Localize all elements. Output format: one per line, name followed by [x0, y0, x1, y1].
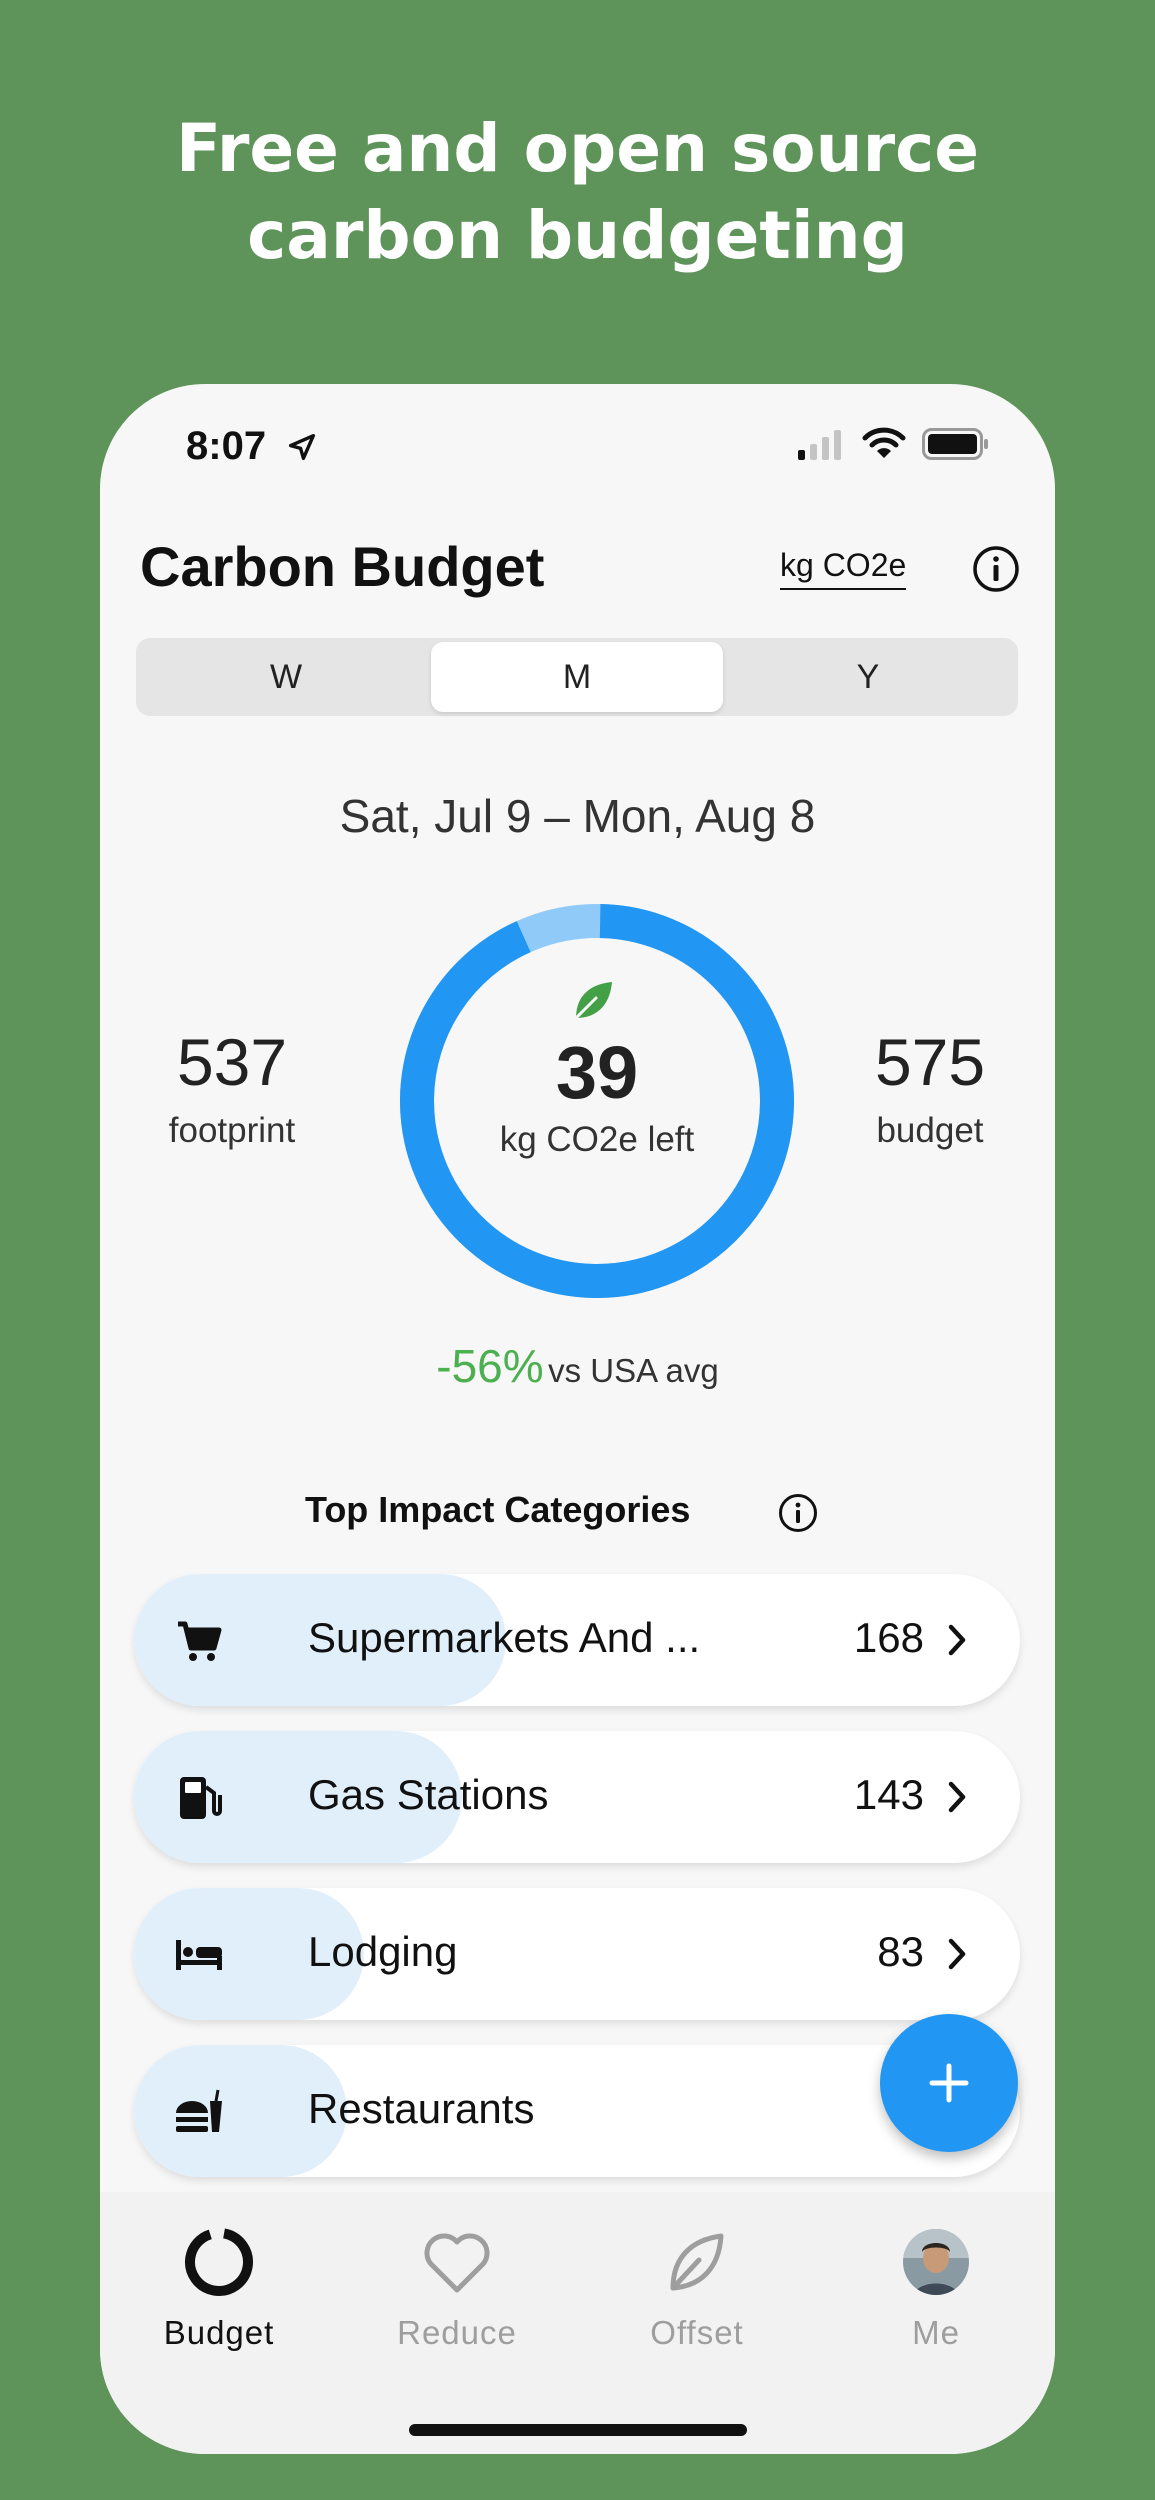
tab-year[interactable]: Y: [856, 658, 880, 696]
info-icon[interactable]: [777, 1492, 819, 1534]
home-indicator: [409, 2424, 747, 2436]
chevron-right-icon: [948, 1781, 966, 1813]
hero-line-1: Free and open source: [175, 110, 980, 187]
footprint-label: footprint: [168, 1111, 296, 1150]
category-row[interactable]: Lodging 83: [134, 1888, 1020, 2020]
chevron-right-icon: [948, 1938, 966, 1970]
location-arrow-icon: [288, 433, 316, 461]
category-label: Restaurants: [308, 2085, 535, 2132]
info-icon[interactable]: [971, 544, 1021, 594]
tab-label: Budget: [163, 2314, 275, 2351]
category-row[interactable]: Supermarkets And ... 168: [134, 1574, 1020, 1706]
footprint-value: 537: [176, 1025, 288, 1099]
category-label: Lodging: [308, 1928, 458, 1975]
category-share-bar: [134, 2045, 347, 2177]
phone-screen: 8:07 Carbon Budget kg CO2e W M Y: [100, 384, 1055, 2454]
co2-left-label: kg CO2e left: [499, 1120, 695, 1159]
leaf-icon: [670, 2233, 724, 2291]
tab-month[interactable]: M: [431, 642, 723, 712]
budget-ring-chart: [400, 904, 794, 1298]
gas-pump-icon: [180, 1777, 222, 1819]
avatar: [903, 2229, 969, 2295]
battery-icon: [922, 428, 988, 460]
tab-label: Me: [912, 2314, 960, 2351]
budget-value: 575: [874, 1025, 986, 1099]
category-share-bar: [134, 1888, 364, 2020]
tab-budget[interactable]: Budget: [119, 2224, 319, 2352]
shopping-cart-icon: [178, 1621, 222, 1661]
status-bar: 8:07: [100, 384, 1055, 514]
period-segmented-control: W M Y: [136, 638, 1018, 716]
plus-icon: [929, 2063, 969, 2103]
tab-week[interactable]: W: [269, 658, 303, 696]
wifi-icon: [862, 427, 906, 458]
hero-line-2: carbon budgeting: [247, 197, 908, 274]
tab-label: Reduce: [397, 2314, 517, 2351]
status-time: 8:07: [186, 424, 267, 468]
budget-ring-icon: [185, 2228, 253, 2296]
fast-food-icon: [176, 2089, 222, 2132]
comparison-percent: -56%: [436, 1340, 544, 1392]
unit-selector[interactable]: kg CO2e: [780, 547, 907, 590]
add-button[interactable]: [880, 2014, 1018, 2152]
usa-comparison: -56% vs USA avg: [100, 1339, 1055, 1393]
bed-icon: [176, 1940, 222, 1970]
hero-heading: Free and open source carbon budgeting: [0, 105, 1155, 279]
date-range[interactable]: Sat, Jul 9 – Mon, Aug 8: [339, 790, 816, 842]
page-title: Carbon Budget: [140, 535, 545, 598]
category-row[interactable]: Gas Stations 143: [134, 1731, 1020, 1863]
tab-offset[interactable]: Offset: [597, 2224, 797, 2352]
category-label: Supermarkets And ...: [308, 1614, 701, 1661]
co2-left-value: 39: [555, 1031, 639, 1114]
comparison-text: vs USA avg: [548, 1352, 719, 1389]
heart-icon: [424, 2233, 490, 2293]
budget-label: budget: [876, 1111, 984, 1150]
categories-title: Top Impact Categories: [305, 1489, 691, 1530]
tab-reduce[interactable]: Reduce: [357, 2224, 557, 2352]
tab-me[interactable]: Me: [836, 2224, 1036, 2352]
bottom-tab-bar: Budget Reduce Offset: [100, 2192, 1055, 2454]
chevron-right-icon: [948, 1624, 966, 1656]
leaf-icon: [574, 982, 612, 1020]
cellular-signal-icon: [798, 430, 841, 460]
tab-label: Offset: [650, 2314, 744, 2351]
category-value: 168: [853, 1614, 924, 1661]
category-value: 143: [853, 1771, 924, 1818]
category-value: 83: [877, 1928, 924, 1975]
category-row[interactable]: Restaurants 6: [134, 2045, 1020, 2177]
category-label: Gas Stations: [308, 1771, 549, 1818]
